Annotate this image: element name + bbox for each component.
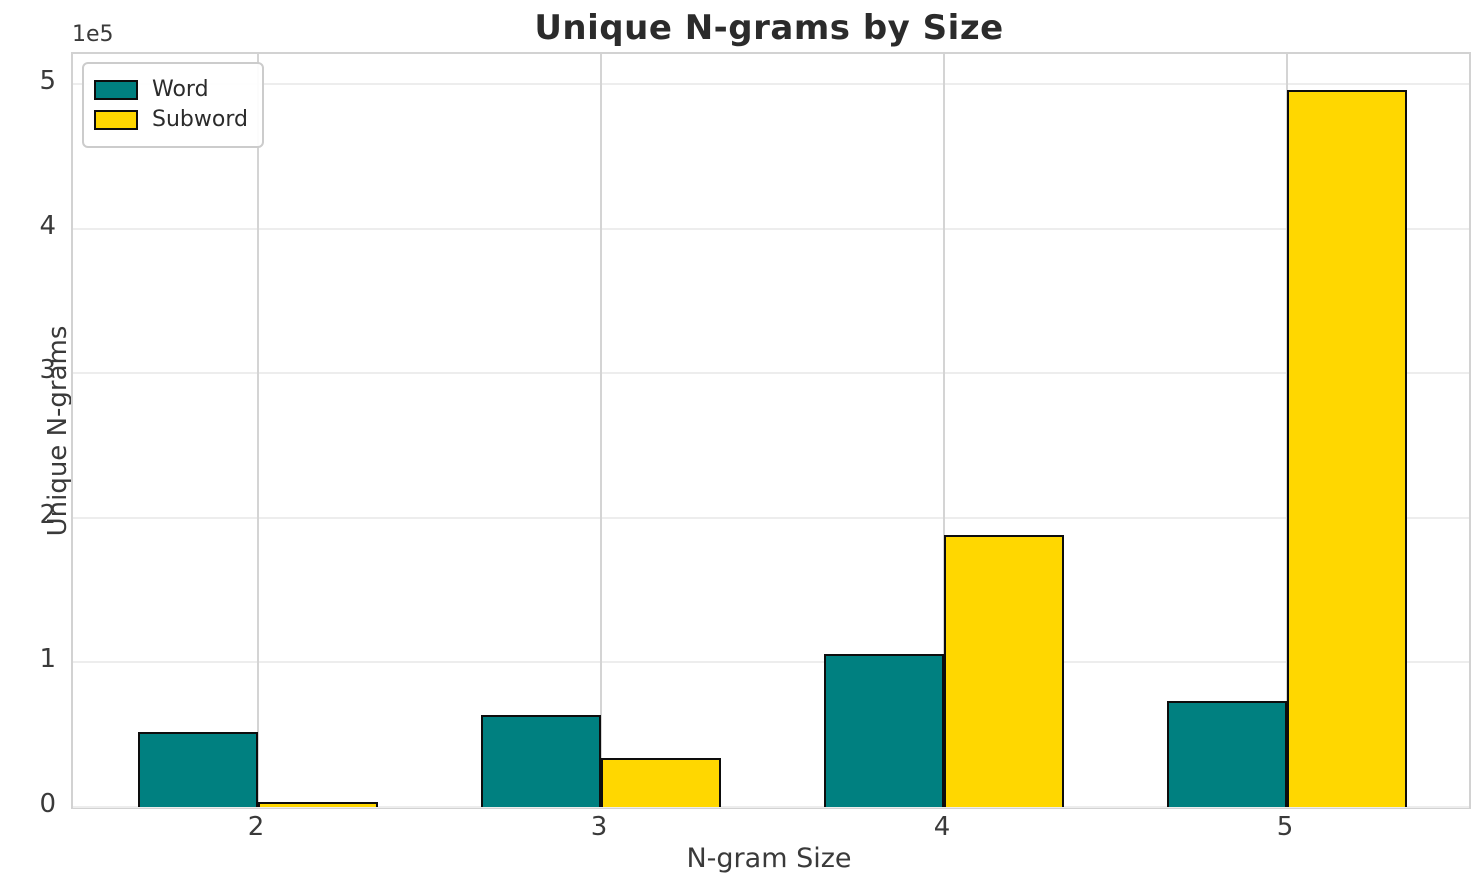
chart-title: Unique N-grams by Size [534,8,1004,48]
y-axis-offset-text: 1e5 [72,22,114,47]
y-tick-label-3: 3 [39,355,56,386]
x-axis-label: N-gram Size [686,843,852,874]
bar-subword-x4 [944,535,1064,807]
bar-word-x5 [1167,701,1287,807]
bar-subword-x3 [601,758,721,807]
gridline-horizontal [73,372,1469,375]
x-tick-label-5: 5 [1276,812,1294,842]
bar-subword-x2 [258,802,378,807]
x-tick-label-3: 3 [590,812,608,842]
bar-word-x2 [138,732,258,807]
bar-word-x3 [481,715,601,807]
legend-item-word: Word [94,77,248,103]
legend-label-subword: Subword [152,107,248,132]
legend-item-subword: Subword [94,107,248,133]
gridline-horizontal [73,83,1469,86]
gridline-horizontal [73,806,1469,808]
legend-label-word: Word [152,77,209,102]
gridline-horizontal [73,516,1469,519]
y-tick-label-5: 5 [39,66,56,97]
legend: Word Subword [82,62,264,148]
gridline-vertical [257,54,259,807]
legend-swatch-word [94,80,138,100]
bar-subword-x5 [1287,90,1407,807]
x-tick-label-2: 2 [247,812,265,842]
y-tick-label-4: 4 [39,210,56,241]
gridline-vertical [600,54,602,807]
y-tick-label-1: 1 [39,644,56,675]
gridline-horizontal [73,661,1469,664]
legend-swatch-subword [94,110,138,130]
plot-area [71,52,1471,809]
bar-word-x4 [824,654,944,807]
x-tick-label-4: 4 [933,812,951,842]
y-tick-label-0: 0 [39,789,56,819]
gridline-vertical [943,54,945,807]
y-tick-label-2: 2 [39,499,56,530]
gridline-horizontal [73,227,1469,230]
